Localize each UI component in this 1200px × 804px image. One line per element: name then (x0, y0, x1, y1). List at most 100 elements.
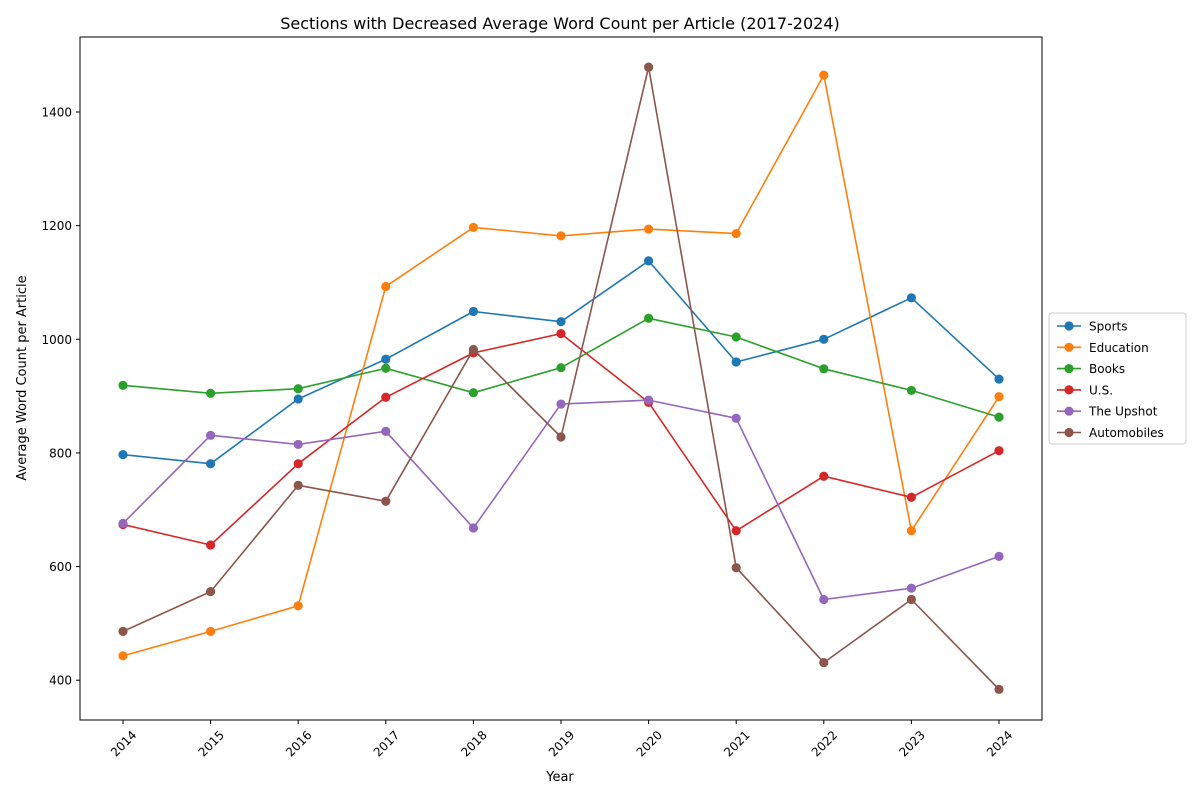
data-point (819, 334, 829, 344)
data-point (994, 684, 1004, 694)
data-point (293, 601, 303, 611)
series-line (122, 66, 1000, 690)
legend-swatch-marker (1064, 321, 1074, 331)
x-tick-label: 2021 (721, 728, 752, 759)
data-point (644, 256, 654, 266)
data-point (381, 354, 391, 364)
series-sports (118, 256, 1004, 469)
data-point (731, 229, 741, 239)
series-line (122, 399, 1000, 601)
data-point (556, 363, 566, 373)
data-point (206, 626, 216, 636)
plot-frame (79, 36, 1043, 721)
data-point (381, 392, 391, 402)
series-books (118, 313, 1004, 422)
data-point (994, 392, 1004, 402)
data-point (206, 459, 216, 469)
data-point (293, 480, 303, 490)
legend-label: The Upshot (1088, 405, 1158, 419)
data-point (994, 551, 1004, 561)
y-tick-label: 1000 (41, 333, 72, 347)
data-point (293, 459, 303, 469)
data-point (906, 594, 917, 605)
data-point (293, 439, 303, 450)
axis-ticks: 400 600 800 1000 1200 1400 2014 2015 2016 2017 201… (41, 106, 1015, 760)
y-tick-label: 600 (49, 560, 72, 574)
data-point (644, 395, 654, 405)
y-tick-label: 800 (49, 446, 72, 460)
data-point (556, 329, 566, 339)
y-axis-label: Average Word Count per Article (15, 275, 30, 480)
x-tick-label: 2020 (634, 728, 665, 759)
data-point (468, 344, 478, 355)
legend-swatch-marker (1064, 427, 1074, 438)
data-point (468, 222, 478, 232)
data-point (381, 363, 391, 373)
data-point (644, 313, 654, 323)
y-tick-label: 400 (49, 674, 72, 688)
data-point (906, 385, 917, 396)
data-point (206, 430, 216, 440)
x-axis-label: Year (545, 770, 574, 785)
x-tick-label: 2022 (809, 728, 840, 759)
data-point (293, 394, 303, 404)
series-lines (118, 62, 1004, 694)
data-point (381, 426, 391, 436)
data-point (819, 364, 829, 374)
x-tick-label: 2019 (546, 728, 577, 759)
legend-box (1048, 312, 1187, 445)
data-point (994, 412, 1004, 422)
data-point (731, 332, 741, 342)
data-point (906, 293, 917, 303)
y-tick-label: 1200 (41, 219, 72, 233)
x-tick-label: 2016 (283, 728, 314, 759)
data-point (731, 563, 741, 573)
legend-swatch-marker (1064, 406, 1074, 416)
data-point (994, 446, 1004, 456)
data-point (468, 388, 478, 398)
data-point (468, 306, 478, 317)
data-point (118, 450, 128, 460)
data-point (381, 281, 391, 292)
data-point (906, 492, 917, 502)
data-point (206, 388, 216, 398)
data-point (118, 380, 128, 390)
data-point (206, 586, 216, 597)
data-point (644, 62, 654, 72)
data-point (819, 658, 829, 668)
x-tick-label: 2017 (371, 728, 402, 759)
y-tick-label: 1400 (41, 106, 72, 120)
data-point (819, 70, 829, 80)
data-point (994, 374, 1004, 384)
data-point (906, 526, 917, 536)
legend-label: U.S. (1089, 383, 1113, 397)
x-tick-label: 2015 (196, 728, 227, 759)
data-point (556, 317, 566, 327)
data-point (731, 526, 741, 536)
data-point (556, 432, 566, 442)
series-automobiles (118, 62, 1004, 694)
data-point (731, 357, 741, 367)
x-tick-label: 2014 (108, 728, 139, 759)
data-point (293, 384, 303, 394)
legend-label: Books (1089, 362, 1125, 376)
data-point (731, 413, 741, 423)
data-point (819, 471, 829, 481)
legend-swatch-marker (1064, 385, 1074, 395)
data-point (906, 583, 917, 593)
x-tick-label: 2024 (984, 728, 1015, 759)
legend: Sports Education Books U.S. The Upshot Automo… (1048, 312, 1187, 445)
data-point (206, 540, 216, 550)
legend-swatch-marker (1064, 364, 1074, 374)
data-point (556, 231, 566, 241)
data-point (381, 496, 391, 506)
legend-label: Education (1089, 341, 1149, 355)
series-education (118, 70, 1004, 661)
chart-title: Sections with Decreased Average Word Cou… (280, 14, 840, 33)
legend-swatch-marker (1064, 342, 1074, 352)
data-point (644, 224, 654, 234)
legend-label: Automobiles (1089, 426, 1164, 440)
data-point (118, 651, 128, 661)
